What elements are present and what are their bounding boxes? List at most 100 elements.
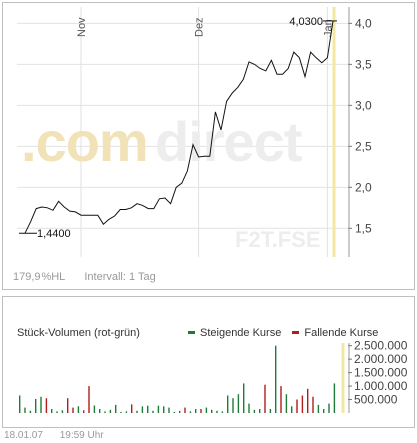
volume-bar bbox=[333, 383, 336, 413]
price-y-tick-label: 1,5 bbox=[355, 221, 372, 235]
price-series-line bbox=[24, 20, 334, 234]
volume-bar bbox=[232, 398, 234, 413]
volume-bar bbox=[205, 407, 208, 413]
volume-bar bbox=[328, 403, 330, 413]
volume-bar bbox=[35, 399, 37, 413]
legend-rising-swatch bbox=[188, 330, 195, 334]
hl-percent: 179,9 %HL bbox=[13, 271, 65, 283]
volume-bar bbox=[253, 409, 256, 413]
volume-bar bbox=[67, 398, 69, 413]
volume-bar bbox=[307, 388, 309, 413]
chart-footer: 179,9 %HL Intervall: 1 Tag bbox=[13, 271, 172, 283]
watermark-direct: direct bbox=[155, 110, 302, 173]
volume-bar bbox=[104, 411, 106, 413]
volume-bar bbox=[99, 409, 101, 413]
price-y-tick-label: 3,5 bbox=[355, 57, 372, 71]
volume-bar bbox=[72, 407, 74, 413]
volume-bar bbox=[115, 404, 117, 413]
volume-bar bbox=[147, 405, 149, 413]
volume-y-tick-label: 2.500.000 bbox=[354, 339, 408, 353]
volume-bar bbox=[259, 409, 261, 413]
volume-bar bbox=[200, 409, 202, 413]
volume-bar bbox=[285, 394, 288, 413]
price-grid bbox=[17, 7, 349, 257]
legend-rising: Steigende Kurse bbox=[188, 327, 281, 339]
volume-y-tick-label: 2.000.000 bbox=[354, 352, 408, 366]
volume-title: Stück-Volumen (rot-grün) bbox=[17, 327, 140, 339]
volume-bar bbox=[120, 411, 122, 413]
volume-bar bbox=[317, 404, 320, 413]
price-y-tick-label: 4,0 bbox=[355, 16, 372, 30]
volume-bar bbox=[51, 409, 53, 413]
volume-bar bbox=[221, 411, 224, 413]
volume-legend: Steigende Kurse Fallende Kurse bbox=[188, 327, 386, 339]
volume-bar bbox=[248, 403, 250, 413]
volume-chart-panel: Stück-Volumen (rot-grün) Steigende Kurse… bbox=[2, 296, 415, 428]
volume-bar bbox=[88, 386, 90, 413]
legend-falling-swatch bbox=[292, 330, 300, 334]
month-label-nov: Nov bbox=[76, 17, 88, 37]
volume-bar bbox=[312, 396, 314, 413]
price-y-axis: 1,5 2,0 2,5 3,0 3,5 4,0 bbox=[348, 7, 372, 257]
volume-bar bbox=[83, 410, 85, 413]
volume-bar bbox=[157, 405, 160, 413]
volume-bar bbox=[301, 395, 304, 413]
volume-bar bbox=[269, 409, 272, 413]
volume-bar bbox=[189, 411, 192, 413]
volume-bar bbox=[152, 410, 154, 413]
volume-bar bbox=[93, 405, 96, 413]
volume-bar bbox=[227, 395, 229, 413]
volume-bar bbox=[291, 406, 293, 413]
volume-bars bbox=[19, 345, 336, 413]
volume-chart: 2.500.0002.000.0001.500.0001.000.000500.… bbox=[19, 339, 408, 413]
volume-bar bbox=[280, 386, 282, 413]
volume-bar bbox=[56, 411, 58, 413]
hl-unit: %HL bbox=[41, 271, 66, 283]
volume-bar bbox=[109, 409, 112, 413]
volume-bar bbox=[237, 394, 240, 413]
volume-bar bbox=[136, 410, 138, 413]
volume-bar bbox=[173, 411, 176, 413]
watermark-exchange: F2T.FSE bbox=[235, 227, 321, 252]
price-y-tick-label: 2,0 bbox=[355, 180, 372, 194]
volume-bar bbox=[125, 411, 128, 413]
volume-bar bbox=[19, 395, 21, 413]
volume-bar bbox=[29, 410, 32, 413]
volume-bar bbox=[184, 407, 186, 413]
volume-bar bbox=[163, 406, 165, 413]
volume-bar bbox=[275, 345, 277, 413]
volume-bar bbox=[45, 398, 48, 413]
comdirect-watermark: .com direct F2T.FSE bbox=[21, 110, 321, 252]
volume-bar bbox=[141, 406, 144, 413]
price-y-tick-label: 2,5 bbox=[355, 139, 372, 153]
watermark-dot-com: .com bbox=[21, 110, 148, 173]
volume-bar bbox=[195, 409, 197, 413]
price-chart-panel: .com direct F2T.FSE Nov Dez Jan 1,5 2,0 2,5 3,0… bbox=[2, 2, 415, 290]
legend-rising-label: Steigende Kurse bbox=[200, 327, 282, 339]
volume-y-axis: 2.500.0002.000.0001.500.0001.000.000500.… bbox=[348, 339, 408, 413]
timestamp-date: 18.01.07 bbox=[4, 430, 43, 441]
last-value-label: 4,0300 bbox=[289, 16, 323, 28]
volume-bar bbox=[179, 410, 181, 413]
volume-y-tick-label: 1.500.000 bbox=[354, 366, 408, 380]
volume-bar bbox=[168, 407, 170, 413]
timestamp-time: 19:59 Uhr bbox=[59, 430, 104, 441]
timestamp: 18.01.07 19:59 Uhr bbox=[4, 430, 118, 441]
volume-bar bbox=[40, 396, 42, 413]
volume-bar bbox=[323, 409, 325, 413]
volume-bar bbox=[77, 406, 80, 413]
legend-falling-label: Fallende Kurse bbox=[304, 327, 379, 339]
volume-y-tick-label: 1.000.000 bbox=[354, 379, 408, 393]
price-endpoint-labels: 1,4400 4,0300 bbox=[19, 16, 337, 240]
volume-bar bbox=[243, 383, 245, 413]
hl-value: 179,9 bbox=[13, 271, 41, 283]
volume-bar bbox=[216, 410, 218, 413]
volume-bar bbox=[296, 399, 298, 413]
volume-bar bbox=[61, 410, 64, 413]
price-y-tick-label: 3,0 bbox=[355, 98, 372, 112]
first-value-label: 1,4400 bbox=[37, 228, 71, 240]
volume-bar bbox=[264, 384, 266, 413]
legend-falling: Fallende Kurse bbox=[292, 327, 378, 339]
month-label-dez: Dez bbox=[194, 17, 206, 37]
